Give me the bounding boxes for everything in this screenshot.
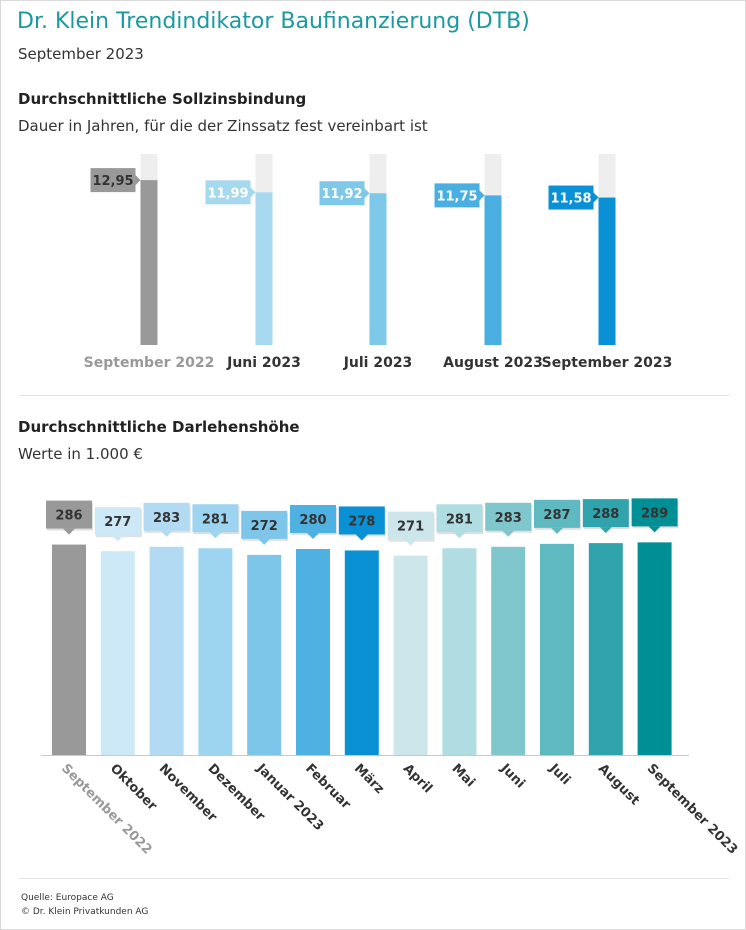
value-callout-dezember [192,504,239,533]
footer-divider [19,878,729,879]
footer-source: Quelle: Europace AG [21,893,114,903]
value-callout-februar [290,504,336,533]
callout-pointer-juni-2023 [250,187,256,198]
value-label-oktober: 277 [104,515,131,530]
callout-pointer-juni [502,530,515,537]
value-label-september-2023: 289 [641,506,668,521]
value-callout-m-rz [338,506,385,535]
value-label-august-2023: 11,75 [436,189,477,204]
value-callout-september-2023 [548,185,594,210]
bar-februar [296,548,330,755]
value-callout-september-2022 [46,500,92,529]
callout-pointer-mai [453,532,466,539]
category-label-september-2022: September 2022 [58,761,154,857]
callout-pointer-september-2022 [135,175,141,186]
category-label-mai: Mai [449,761,478,790]
bar-dezember [198,548,233,755]
category-label-m-rz: März [351,761,387,797]
value-label-august: 288 [592,507,619,522]
category-label-september-2022: September 2022 [84,355,215,371]
value-label-april: 271 [397,520,424,535]
bar-juni-2023 [255,192,273,345]
value-callout-august [582,499,629,528]
value-label-januar-2023: 272 [251,519,278,534]
value-label-september-2022: 12,95 [92,174,133,189]
category-label-juni-2023: Juni 2023 [226,355,301,371]
value-callout-september-2023 [631,498,678,527]
value-callout-april [387,511,434,540]
callout-pointer-januar-2023 [258,538,271,545]
callout-pointer-oktober [111,535,124,542]
callout-pointer-september-2023 [648,526,661,533]
callout-pointer-dezember [209,532,222,539]
category-label-februar: Februar [302,761,354,813]
bar-juli [540,543,574,755]
value-callout-august-2023 [434,183,480,208]
value-label-februar: 280 [299,513,326,528]
callout-pointer-september-2023 [593,192,599,203]
bar-september-2022 [140,180,158,345]
value-callout-mai [436,504,483,533]
bar-juli-2023 [369,193,387,345]
value-label-dezember: 281 [202,512,229,527]
value-callout-juli-2023 [319,181,365,206]
callout-pointer-august-2023 [479,190,485,201]
bar-august-2023 [484,195,502,345]
section-divider [19,395,729,396]
chart1-title: Durchschnittliche Sollzinsbindung [18,90,307,108]
value-callout-september-2022 [90,168,136,193]
value-callout-januar-2023 [241,510,288,539]
chart2-title: Durchschnittliche Darlehenshöhe [18,418,300,436]
callout-pointer-juli [551,527,563,534]
callout-pointer-m-rz [355,534,368,541]
page-title: Dr. Klein Trendindikator Baufinanzierung… [17,9,530,34]
bar-m-rz [344,550,379,755]
category-label-april: April [400,761,435,796]
callout-pointer-februar [307,532,319,539]
value-label-juli: 287 [543,508,570,523]
value-callout-juni-2023 [205,180,251,205]
value-callout-juni [485,502,532,531]
bar-september-2023 [598,197,616,345]
callout-pointer-november [160,530,173,537]
category-label-juni: Juni [497,761,528,792]
callout-pointer-august [599,527,612,534]
bar-september-2022 [52,544,86,755]
value-label-mai: 281 [446,512,473,527]
category-label-august-2023: August 2023 [443,355,543,371]
category-label-juli-2023: Juli 2023 [343,355,413,371]
bar-september-2023 [637,542,672,755]
bar-oktober [100,551,135,755]
value-label-september-2023: 11,58 [550,192,591,207]
value-callout-oktober [94,507,141,536]
value-callout-juli [534,499,580,528]
bar-mai [442,548,477,755]
value-label-juni-2023: 11,99 [207,186,248,201]
callout-pointer-september-2022 [63,528,75,535]
category-label-september-2023: September 2023 [644,761,740,857]
bar-august [588,543,623,755]
callout-pointer-april [404,539,417,546]
footer-copyright: © Dr. Klein Privatkunden AG [21,907,149,917]
callout-pointer-juli-2023 [364,188,370,199]
chart1-subtitle: Dauer in Jahren, für die der Zinssatz fe… [18,117,428,135]
value-label-juni: 283 [495,511,522,526]
value-label-november: 283 [153,511,180,526]
category-label-juli: Juli [545,761,573,789]
page-subtitle: September 2023 [18,45,144,63]
bar-januar-2023 [247,554,282,755]
value-label-m-rz: 278 [348,514,375,529]
category-label-august: August [595,761,642,808]
bar-november [149,546,184,755]
chart1-sollzinsbindung: 12,95 September 2022 11,99 Juni 2023 11,92 Ju… [84,154,673,371]
category-label-september-2023: September 2023 [542,355,673,371]
bar-juni [491,546,526,755]
bar-april [393,555,428,755]
value-callout-november [143,502,190,531]
value-label-juli-2023: 11,92 [321,187,362,202]
value-label-september-2022: 286 [55,509,82,524]
chart2-subtitle: Werte in 1.000 € [18,445,143,463]
